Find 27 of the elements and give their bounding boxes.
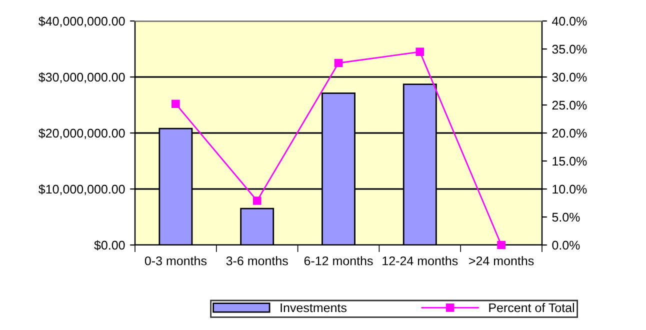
point — [334, 58, 343, 68]
y2-tick-label: 5.0% — [552, 212, 580, 222]
point — [497, 240, 506, 250]
point — [252, 196, 262, 205]
y-tick-label: $20,000,000.00 — [38, 128, 125, 140]
y-tick-label: $30,000,000.00 — [38, 72, 125, 84]
x-tick-label: 6-12 months — [304, 256, 373, 266]
y2-tick-label: 25.0% — [552, 100, 587, 110]
x-tick-label: 0-3 months — [144, 256, 207, 266]
y2-tick-label: 30.0% — [552, 72, 587, 82]
legend-label: Investments — [280, 303, 346, 312]
y-tick-label: $0.00 — [94, 240, 125, 250]
legend-label: Percent of Total — [489, 303, 574, 312]
x-tick-label: >24 months — [469, 256, 534, 266]
x-tick-label: 3-6 months — [226, 256, 288, 266]
point — [416, 48, 424, 56]
x-tick-label: 12-24 months — [382, 256, 458, 266]
y-tick-label: $40,000,000.00 — [38, 16, 125, 28]
y2-tick-label: 20.0% — [552, 128, 587, 138]
bar — [240, 208, 274, 245]
y-tick-label: $10,000,000.00 — [38, 184, 125, 196]
y2-tick-label: 40.0% — [552, 16, 587, 26]
y2-tick-label: 10.0% — [552, 184, 587, 194]
point — [172, 100, 180, 108]
y2-tick-label: 15.0% — [552, 156, 587, 166]
y2-tick-label: 35.0% — [552, 44, 587, 54]
y2-tick-label: 0.0% — [552, 240, 580, 250]
